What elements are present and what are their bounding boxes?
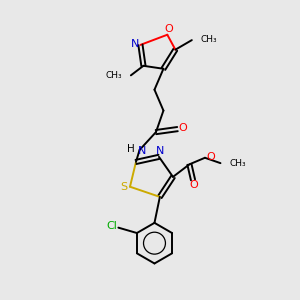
Text: N: N (156, 146, 165, 157)
Text: Cl: Cl (106, 221, 117, 231)
Text: O: O (189, 180, 198, 190)
Text: N: N (138, 146, 146, 156)
Text: O: O (178, 123, 187, 133)
Text: CH₃: CH₃ (230, 159, 246, 168)
Text: S: S (120, 182, 127, 192)
Text: N: N (131, 39, 139, 49)
Text: CH₃: CH₃ (200, 35, 217, 44)
Text: O: O (206, 152, 215, 162)
Text: CH₃: CH₃ (106, 71, 122, 80)
Text: H: H (127, 144, 135, 154)
Text: O: O (164, 24, 173, 34)
